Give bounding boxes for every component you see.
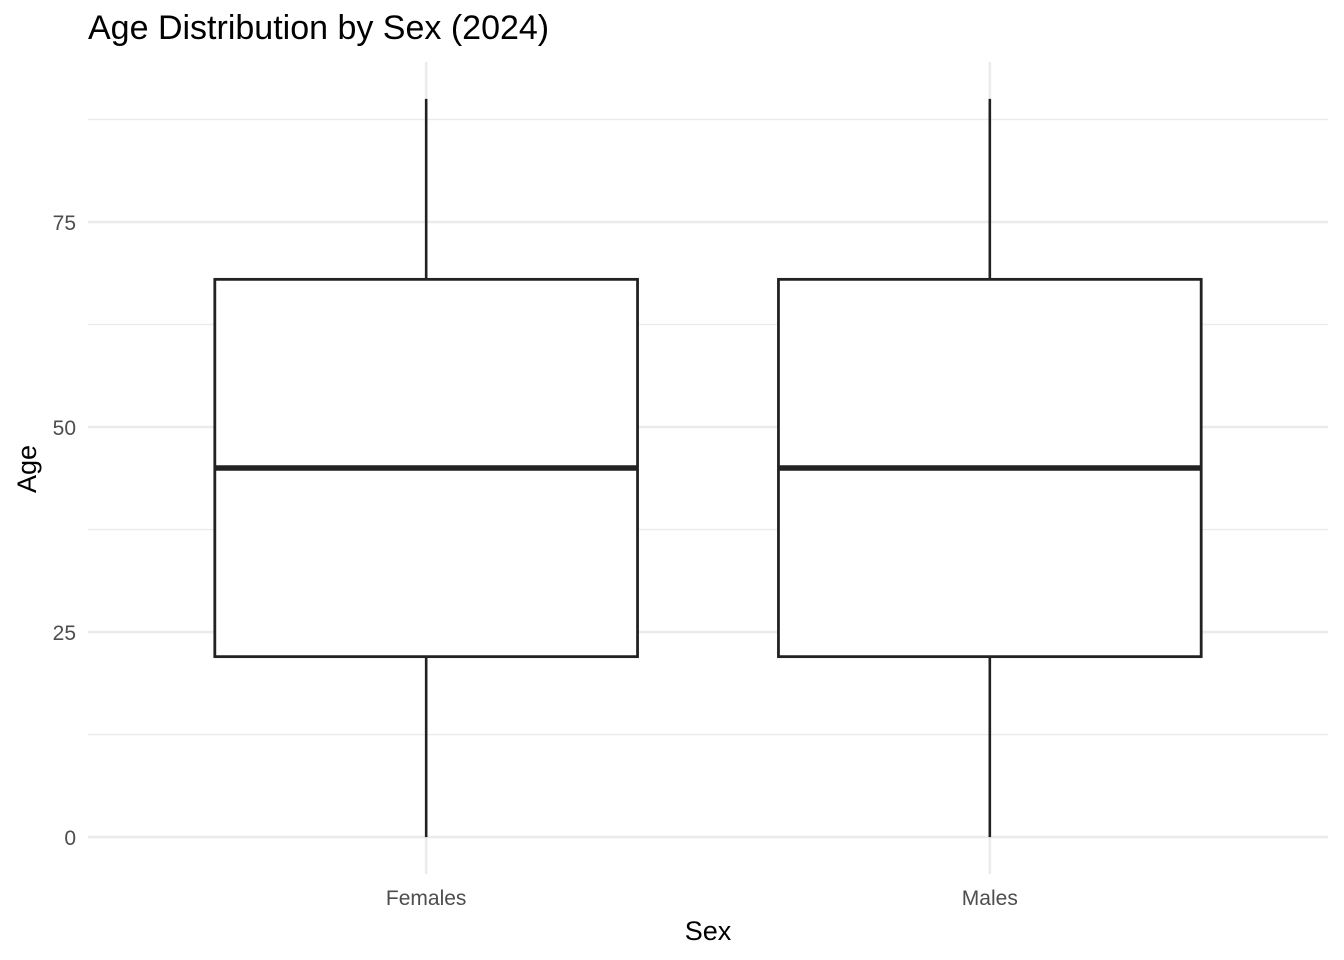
y-tick-label: 0 <box>64 827 76 850</box>
y-tick-labels: 0 25 50 75 <box>53 212 76 850</box>
x-tick-labels: Females Males <box>386 887 1018 910</box>
x-axis-label: Sex <box>685 916 732 946</box>
box-males <box>777 98 1203 838</box>
x-tick-label: Females <box>386 887 467 910</box>
box-females <box>213 98 639 838</box>
boxes-layer <box>213 98 1203 838</box>
y-tick-label: 75 <box>53 212 76 235</box>
y-axis-label: Age <box>12 445 42 493</box>
y-tick-label: 25 <box>53 622 76 645</box>
x-tick-label: Males <box>962 887 1018 910</box>
chart-title: Age Distribution by Sex (2024) <box>88 9 549 47</box>
y-tick-label: 50 <box>53 417 76 440</box>
